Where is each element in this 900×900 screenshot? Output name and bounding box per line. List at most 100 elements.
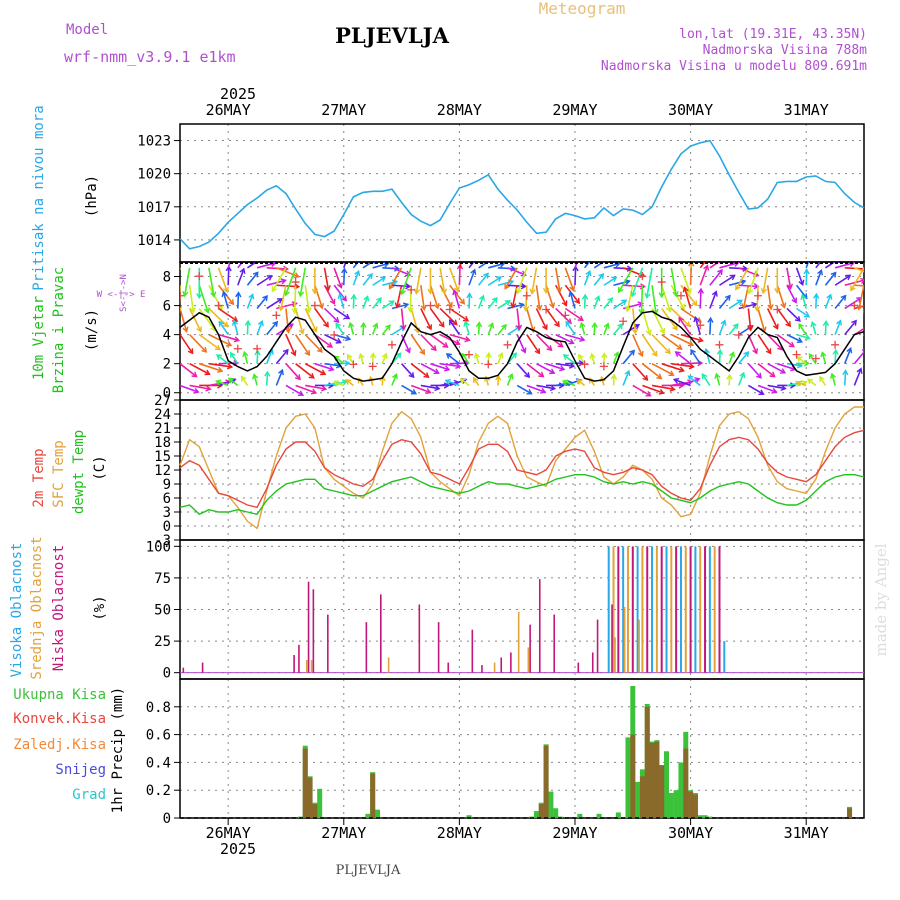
wind-arrow-head	[767, 304, 774, 311]
wind-arrow-head	[515, 288, 522, 295]
wind-arrow-head	[466, 292, 473, 299]
wind-arrow-head	[452, 288, 459, 296]
wind-arrow	[843, 348, 852, 364]
wind-arrow	[767, 334, 783, 351]
gust-marker	[503, 340, 512, 349]
wind-arrow	[821, 352, 827, 364]
wind-arrow-head	[869, 349, 874, 354]
wind-arrow-head	[637, 301, 644, 308]
wind-arrow	[381, 353, 387, 364]
wind-arrow-head	[658, 388, 665, 395]
wind-arrow	[632, 363, 649, 381]
temp-label-1: 2m Temp	[31, 448, 47, 507]
wind-arrow	[675, 351, 692, 365]
wind-arrow-head	[656, 373, 663, 380]
wind-arrow-head	[225, 340, 233, 347]
wind-arrow	[545, 362, 565, 371]
wind-arrow-head	[444, 378, 451, 385]
wind-arrow-head	[345, 335, 352, 342]
wind-arrow	[295, 363, 315, 379]
precip-total-bar	[615, 812, 621, 818]
gust-marker	[696, 321, 705, 330]
wind-arrow	[506, 374, 513, 386]
wind-arrow-head	[601, 352, 608, 359]
wind-arrow	[850, 267, 864, 291]
wind-arrow	[574, 266, 577, 286]
wind-arrow-head	[373, 262, 376, 264]
wind-arrow-head	[726, 373, 733, 380]
wind-arrow	[854, 284, 864, 287]
wind-arrow	[535, 308, 548, 330]
wind-arrow-head	[491, 296, 498, 303]
top-year-label: 2025	[220, 85, 256, 103]
pressure-label: Pritisak na nivou mora	[31, 105, 47, 290]
gust-marker	[233, 344, 242, 353]
wind-arrow-head	[724, 294, 731, 301]
gust-marker	[407, 285, 416, 294]
wind-arrow	[362, 273, 373, 286]
wind-arrow-head	[788, 341, 795, 348]
wind-arrow	[807, 378, 817, 387]
wind-arrow-head	[189, 307, 196, 314]
wind-arrow-head	[817, 269, 823, 276]
wind-arrow	[333, 267, 343, 288]
wind-arrow	[343, 262, 347, 269]
wind-arrow-head	[556, 286, 563, 294]
wind-arrow	[294, 334, 311, 356]
wind-arrow-head	[752, 348, 758, 355]
wind-arrow-head	[297, 390, 305, 396]
wind-arrow-head	[405, 347, 411, 354]
wind-arrow	[536, 384, 555, 390]
wind-arrow	[276, 267, 299, 278]
wind-arrow	[237, 292, 240, 309]
wind-arrow-head	[426, 324, 433, 331]
wind-arrow	[824, 272, 837, 286]
wind-arrow-head	[242, 350, 249, 358]
wind-arrow	[854, 267, 864, 273]
y-tick-label: 6	[163, 491, 171, 507]
wind-arrow	[786, 267, 792, 289]
wind-arrow-head	[688, 262, 695, 267]
precip-conv-bar	[692, 794, 698, 818]
wind-arrow	[256, 350, 259, 364]
wind-arrow	[641, 334, 658, 357]
wind-arrow	[333, 381, 345, 387]
model-label: Model	[66, 22, 108, 38]
wind-arrow-head	[874, 284, 878, 289]
wind-arrow-head	[240, 375, 247, 382]
wind-arrow-head	[252, 373, 259, 380]
wind-arrow	[526, 384, 546, 393]
pressure-panel: 1014 1017 1020 1023	[137, 123, 865, 263]
wind-arrow-head	[297, 290, 305, 298]
wind-arrow-head	[557, 341, 564, 348]
precip-label-total: Ukupna Kisa	[13, 687, 106, 703]
wind-arrow	[680, 267, 691, 294]
wind-arrow-head	[747, 288, 754, 295]
wind-arrow	[844, 320, 857, 336]
top-day-label: 27MAY	[321, 101, 366, 119]
wind-arrow-head	[391, 373, 398, 380]
wind-arrow	[369, 376, 374, 386]
wind-arrow-head	[729, 274, 736, 281]
wind-arrow	[613, 280, 630, 287]
wind-arrow	[305, 384, 327, 390]
wind-arrow	[776, 333, 795, 348]
wind-arrow-head	[324, 285, 331, 292]
wind-arrow-head	[830, 271, 837, 278]
precip-total-bar	[668, 792, 674, 818]
wind-arrow	[449, 284, 465, 305]
wind-arrow	[735, 267, 750, 290]
wind-arrow	[670, 307, 691, 327]
wind-arrow	[468, 262, 475, 269]
y-tick-label: 3	[163, 505, 171, 521]
wind-arrow-head	[590, 255, 595, 260]
gust-marker	[291, 278, 300, 287]
wind-arrow	[687, 375, 701, 387]
wind-arrow	[819, 376, 827, 386]
wind-arrow	[275, 349, 289, 365]
wind-arrow-head	[807, 378, 814, 385]
wind-arrow	[478, 273, 489, 286]
wind-arrow-head	[722, 256, 727, 261]
wind-arrow-head	[345, 379, 352, 385]
wind-arrow	[776, 284, 786, 308]
